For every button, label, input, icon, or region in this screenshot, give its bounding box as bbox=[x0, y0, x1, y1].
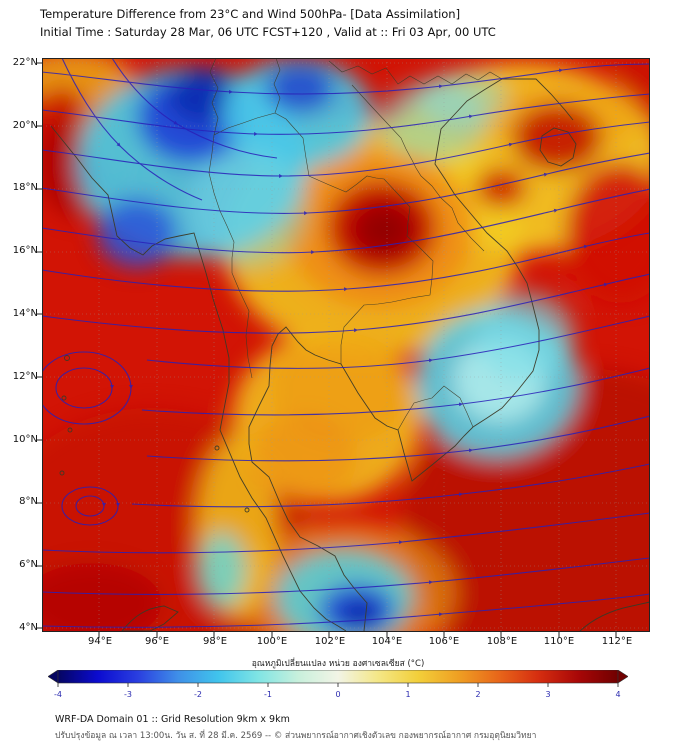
colorbar-right-arrow bbox=[617, 669, 629, 684]
colorbar-tick-label: -3 bbox=[124, 690, 132, 699]
colorbar-label: อุณหภูมิเปลี่ยนแปลง หน่วย องศาเซลเซียส (… bbox=[251, 659, 425, 669]
colorbar-tick-label: 3 bbox=[545, 690, 551, 699]
colorbar-tick-label: 2 bbox=[475, 690, 481, 699]
footer-domain-info: WRF-DA Domain 01 :: Grid Resolution 9km … bbox=[55, 714, 290, 725]
lat-tick-label: 4°N bbox=[19, 622, 38, 633]
colorbar-left-arrow bbox=[47, 669, 59, 684]
map-canvas bbox=[36, 58, 650, 638]
colorbar-canvas bbox=[47, 669, 629, 687]
lon-tick-label: 108°E bbox=[486, 636, 518, 647]
chart-subtitle: Initial Time : Saturday 28 Mar, 06 UTC F… bbox=[40, 25, 496, 39]
lon-tick-label: 104°E bbox=[371, 636, 403, 647]
lat-tick-label: 14°N bbox=[12, 308, 38, 319]
footer-update-info: ปรับปรุงข้อมูล ณ เวลา 13:00น. วัน ส. ที่… bbox=[55, 731, 537, 741]
colorbar-gradient bbox=[57, 669, 619, 684]
lat-tick-label: 12°N bbox=[12, 371, 38, 382]
lat-tick-label: 8°N bbox=[19, 496, 38, 507]
lat-tick-label: 20°N bbox=[12, 120, 38, 131]
lat-tick-label: 10°N bbox=[12, 434, 38, 445]
map-plot bbox=[36, 58, 650, 638]
colorbar-tick-label: -4 bbox=[54, 690, 62, 699]
lat-tick-label: 18°N bbox=[12, 182, 38, 193]
lon-tick-label: 94°E bbox=[87, 636, 113, 647]
chart-title: Temperature Difference from 23°C and Win… bbox=[40, 7, 461, 21]
lon-tick-label: 110°E bbox=[543, 636, 575, 647]
lon-tick-label: 96°E bbox=[144, 636, 170, 647]
colorbar-tick-label: -1 bbox=[264, 690, 272, 699]
wind-streamlines bbox=[42, 58, 650, 628]
lat-tick-label: 16°N bbox=[12, 245, 38, 256]
colorbar-tick-label: -2 bbox=[194, 690, 202, 699]
lon-tick-label: 102°E bbox=[314, 636, 346, 647]
lat-tick-label: 22°N bbox=[12, 57, 38, 68]
lon-tick-label: 106°E bbox=[428, 636, 460, 647]
colorbar-tick-label: 0 bbox=[335, 690, 341, 699]
lon-tick-label: 98°E bbox=[202, 636, 228, 647]
axis-ticks bbox=[36, 62, 617, 638]
colorbar-tick-label: 4 bbox=[615, 690, 621, 699]
colorbar bbox=[47, 669, 629, 688]
map-border bbox=[42, 58, 650, 632]
lon-tick-label: 100°E bbox=[256, 636, 288, 647]
lon-tick-label: 112°E bbox=[601, 636, 633, 647]
colorbar-tick-label: 1 bbox=[405, 690, 411, 699]
lat-tick-label: 6°N bbox=[19, 559, 38, 570]
colorbar-tick-marks bbox=[57, 683, 619, 687]
